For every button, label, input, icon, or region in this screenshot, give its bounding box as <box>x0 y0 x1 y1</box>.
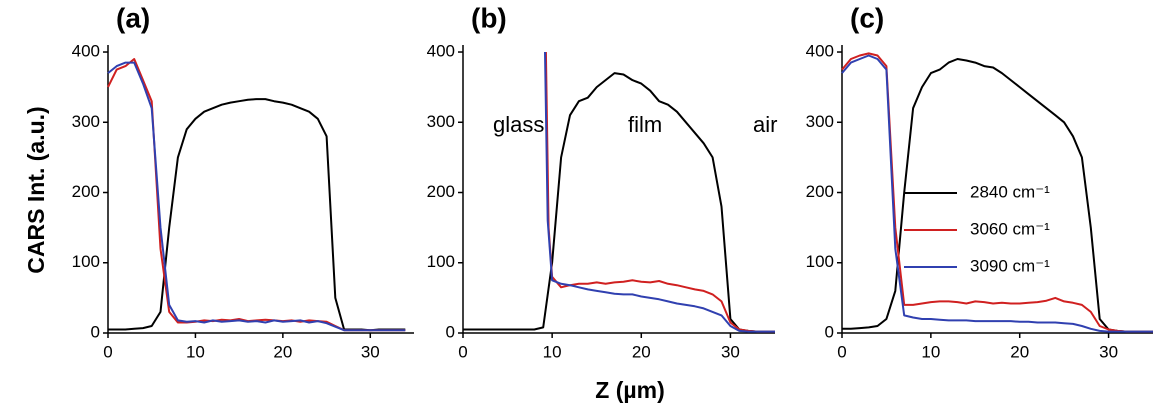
x-tick-label: 10 <box>186 342 205 361</box>
x-tick-label: 0 <box>837 342 846 361</box>
x-tick-label: 0 <box>103 342 112 361</box>
y-tick-label: 200 <box>427 182 455 201</box>
y-tick-label: 400 <box>427 42 455 61</box>
y-tick-label: 0 <box>825 322 834 341</box>
y-tick-label: 200 <box>806 182 834 201</box>
data-line <box>463 72 775 333</box>
x-tick-label: 0 <box>458 342 467 361</box>
x-axis-label: Z (µm) <box>595 377 664 403</box>
y-tick-label: 300 <box>72 112 100 131</box>
y-tick-label: 300 <box>806 112 834 131</box>
y-tick-label: 100 <box>427 252 455 271</box>
panel-title: (c) <box>850 2 884 33</box>
x-tick-label: 30 <box>1099 342 1118 361</box>
y-tick-label: 100 <box>806 252 834 271</box>
legend-label: 3060 cm⁻¹ <box>970 219 1050 238</box>
data-line <box>842 58 1153 333</box>
x-tick-label: 20 <box>1010 342 1029 361</box>
y-tick-label: 0 <box>91 322 100 341</box>
y-tick-label: 100 <box>72 252 100 271</box>
x-tick-label: 10 <box>921 342 940 361</box>
annotation: glass <box>493 112 544 137</box>
data-line <box>544 51 775 333</box>
x-tick-label: 20 <box>632 342 651 361</box>
annotation: air <box>753 112 777 137</box>
y-tick-label: 300 <box>427 112 455 131</box>
x-tick-label: 20 <box>273 342 292 361</box>
data-line <box>544 51 775 333</box>
x-tick-label: 10 <box>543 342 562 361</box>
legend-label: 3090 cm⁻¹ <box>970 256 1050 275</box>
y-axis-label: CARS Int. (a.u.) <box>23 106 49 273</box>
y-tick-label: 400 <box>806 42 834 61</box>
data-line <box>841 54 1153 333</box>
x-tick-label: 30 <box>721 342 740 361</box>
panel-title: (a) <box>116 2 150 33</box>
data-line <box>107 61 406 332</box>
x-tick-label: 30 <box>361 342 380 361</box>
legend-label: 2840 cm⁻¹ <box>970 182 1050 201</box>
y-tick-label: 200 <box>72 182 100 201</box>
panel-title: (b) <box>471 2 507 33</box>
annotation: film <box>628 112 662 137</box>
y-tick-label: 400 <box>72 42 100 61</box>
y-tick-label: 0 <box>446 322 455 341</box>
